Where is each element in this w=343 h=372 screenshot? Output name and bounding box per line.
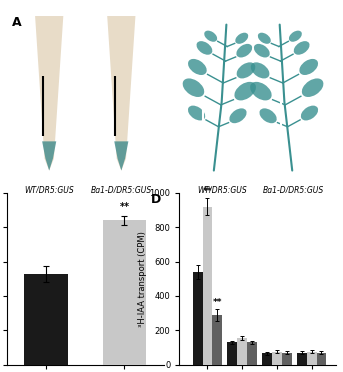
Ellipse shape [183, 78, 204, 97]
Text: D: D [151, 193, 161, 206]
Bar [237, 338, 247, 365]
Y-axis label: ³H-IAA transport (CPM): ³H-IAA transport (CPM) [138, 231, 146, 327]
Ellipse shape [235, 33, 248, 44]
Ellipse shape [229, 108, 247, 123]
Text: **: ** [119, 202, 129, 212]
Bar [212, 315, 222, 365]
Bar [103, 220, 146, 365]
Bar [307, 352, 317, 365]
Text: Bg1-D/DR5:GUS: Bg1-D/DR5:GUS [263, 186, 324, 195]
Ellipse shape [188, 106, 205, 121]
Ellipse shape [301, 106, 318, 121]
Bar [227, 342, 237, 365]
Bar [297, 353, 307, 365]
Text: Bg1-D/DR5:GUS: Bg1-D/DR5:GUS [91, 186, 152, 195]
Text: **: ** [203, 187, 212, 196]
Polygon shape [107, 16, 135, 170]
Bar [202, 206, 212, 365]
Ellipse shape [251, 62, 270, 78]
Ellipse shape [236, 44, 252, 58]
Ellipse shape [259, 108, 277, 123]
Text: A: A [12, 16, 21, 29]
Text: WT/DR5:GUS: WT/DR5:GUS [24, 186, 74, 195]
Bar [262, 353, 272, 365]
Bar [282, 353, 292, 365]
Bar [272, 352, 282, 365]
Ellipse shape [294, 41, 309, 55]
Text: WT/DR5:GUS: WT/DR5:GUS [197, 186, 247, 195]
Text: B: B [184, 16, 193, 29]
Ellipse shape [204, 31, 217, 42]
Ellipse shape [188, 59, 207, 75]
Ellipse shape [302, 78, 323, 97]
Ellipse shape [197, 41, 212, 55]
Ellipse shape [250, 82, 272, 100]
Polygon shape [35, 16, 63, 170]
Polygon shape [42, 141, 56, 170]
Ellipse shape [237, 62, 255, 78]
Ellipse shape [289, 31, 302, 42]
Ellipse shape [254, 44, 270, 58]
Bar [24, 274, 68, 365]
Text: **: ** [212, 298, 222, 307]
Ellipse shape [299, 59, 318, 75]
Bar [193, 272, 202, 365]
Bar [247, 342, 257, 365]
Ellipse shape [258, 33, 271, 44]
Polygon shape [114, 141, 128, 170]
Ellipse shape [234, 82, 256, 100]
Bar [317, 353, 326, 365]
